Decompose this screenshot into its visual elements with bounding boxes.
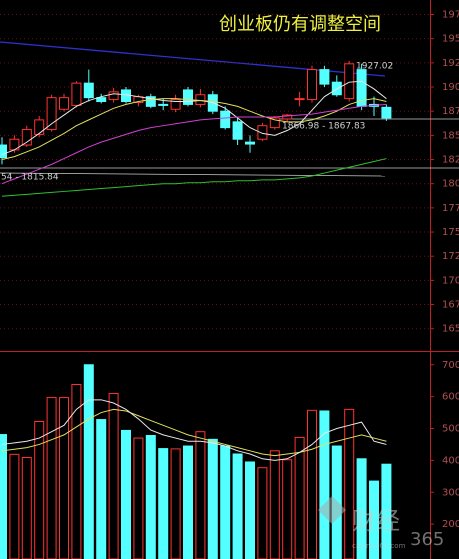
volume-bar — [145, 435, 156, 559]
candle-body — [34, 119, 45, 135]
y-tick-label: 167 — [442, 300, 459, 311]
candle-body — [220, 110, 231, 129]
volume-bar — [21, 457, 32, 559]
volume-bar — [282, 459, 293, 559]
volume-bar — [158, 448, 169, 559]
candle-body — [232, 121, 243, 140]
line-series — [1, 408, 387, 457]
annotation: 1927.02 — [356, 62, 393, 72]
y-tick-label: 170 — [442, 275, 459, 286]
volume-bar — [207, 438, 218, 559]
volume-bar — [83, 364, 94, 559]
volume-bar — [183, 445, 193, 559]
volume-bar — [245, 461, 255, 559]
y-tick-label: 165 — [442, 324, 459, 335]
candle-body — [59, 97, 69, 110]
chart-title: 创业板仍有调整空间 — [219, 14, 381, 35]
line-series — [1, 80, 387, 156]
y-tick-label: 4000 — [442, 455, 459, 466]
y-tick-label: 5000 — [442, 424, 459, 435]
volume-bar — [344, 408, 355, 559]
y-tick-label: 190 — [442, 82, 459, 93]
support-line — [0, 172, 386, 177]
y-tick-label: 185 — [442, 130, 459, 141]
candle-body — [294, 98, 305, 101]
watermark-logo — [318, 496, 346, 524]
candle-body — [282, 114, 293, 120]
volume-bar — [195, 431, 206, 559]
plot: 197 195 192 190 187 185 182 180 177 175 172 170 167 1… — [0, 10, 459, 559]
y-tick-label: 180 — [442, 179, 459, 190]
volume-bar — [108, 392, 119, 559]
annotation: 54 - 1815.84 — [1, 173, 59, 183]
y-tick-label: 175 — [442, 227, 459, 238]
annotation: 1866.98 - 1867.83 — [282, 122, 365, 132]
volume-bar — [9, 453, 20, 559]
volume-bar — [307, 409, 317, 559]
watermark-brand: 财经 — [352, 507, 400, 535]
candle-body — [245, 141, 255, 145]
candle-body — [83, 82, 94, 99]
volume-bar — [269, 450, 280, 559]
candle-body — [381, 106, 392, 119]
candle-body — [21, 129, 32, 146]
candle-body — [257, 125, 268, 140]
y-tick-label: 187 — [442, 106, 459, 117]
volume-bar — [257, 467, 268, 559]
candle-body — [307, 69, 317, 101]
candle-body — [158, 103, 169, 106]
candle-body — [195, 94, 206, 105]
watermark-site: caijing365.com — [352, 542, 406, 550]
candle-body — [170, 99, 181, 110]
volume-bar — [46, 397, 57, 559]
volume-bar — [96, 419, 107, 559]
y-tick-label: 195 — [442, 34, 459, 45]
candle-body — [183, 89, 193, 105]
line-series — [1, 98, 387, 161]
volume-bar — [0, 434, 7, 559]
line-series — [1, 103, 387, 185]
watermark: 财经 365 caijing365.com — [318, 496, 444, 550]
y-tick-label: 172 — [442, 251, 459, 262]
y-tick-label: 3000 — [442, 487, 459, 498]
y-tick-label: 6000 — [442, 392, 459, 403]
candle-body — [145, 96, 156, 107]
volume-bar — [34, 420, 45, 559]
candle-body — [108, 91, 119, 101]
volume-bar — [170, 448, 181, 559]
y-tick-label: 7000 — [442, 360, 459, 371]
volume-bar — [294, 436, 305, 559]
line-series — [1, 399, 387, 461]
y-tick-label: 182 — [442, 155, 459, 166]
volume-bar — [232, 453, 243, 559]
y-tick-label: 2000 — [442, 519, 459, 530]
y-tick-label: 192 — [442, 58, 459, 69]
watermark-number: 365 — [410, 529, 444, 550]
line-series — [1, 158, 387, 197]
volume-bar — [220, 445, 231, 559]
volume-bar — [121, 429, 131, 559]
candle-body — [46, 97, 57, 131]
candle-body — [96, 97, 107, 103]
volume-bar — [319, 410, 330, 559]
volume-bar — [71, 384, 82, 559]
candle-body — [344, 63, 355, 100]
volume-bar — [133, 437, 144, 559]
candle-body — [71, 82, 82, 106]
candle-body — [269, 117, 280, 129]
y-tick-label: 197 — [442, 10, 459, 21]
candle-body — [319, 69, 330, 85]
y-tick-label: 177 — [442, 203, 459, 214]
volume-bar — [369, 480, 379, 559]
candle-body — [0, 144, 7, 159]
